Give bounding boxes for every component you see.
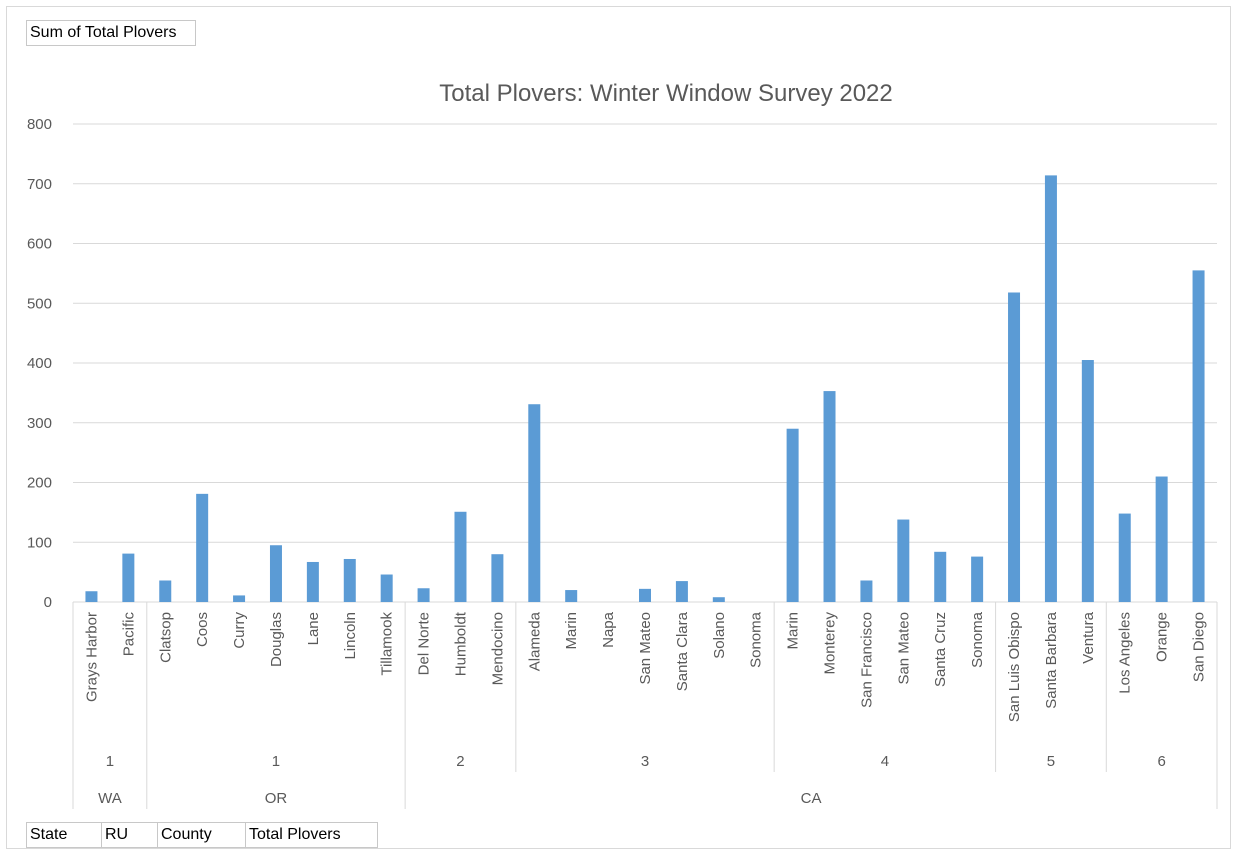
x-category-label: Sonoma xyxy=(969,611,986,668)
x-category-label: Douglas xyxy=(268,612,285,667)
x-category-label: Mendocino xyxy=(489,612,506,685)
x-category-label: Humboldt xyxy=(452,611,469,676)
x-category-label: Grays Harbor xyxy=(83,612,100,702)
bar[interactable] xyxy=(897,519,910,602)
bar[interactable] xyxy=(1155,476,1168,602)
x-category-label: Santa Cruz xyxy=(932,612,949,687)
ru-group-labels: 1 1 2 3 4 5 6 xyxy=(72,602,1218,809)
bar[interactable] xyxy=(233,595,246,602)
bar[interactable] xyxy=(1192,270,1205,602)
axis-field-county-button[interactable]: County xyxy=(157,822,246,848)
x-category-label: Santa Clara xyxy=(674,611,691,691)
x-category-label: Alameda xyxy=(526,611,543,671)
y-tick-label: 200 xyxy=(27,475,52,492)
x-category-label: Solano xyxy=(711,612,728,659)
x-category-label: San Francisco xyxy=(858,612,875,708)
ru-group-label: 2 xyxy=(456,753,464,770)
bar[interactable] xyxy=(343,558,356,602)
y-tick-label: 100 xyxy=(27,534,52,551)
gridlines xyxy=(73,123,1217,603)
x-category-label: Los Angeles xyxy=(1117,612,1134,694)
y-axis-ticks: 0 100 200 300 400 500 600 700 800 xyxy=(27,116,52,611)
y-tick-label: 800 xyxy=(27,116,52,133)
x-category-label: Sonoma xyxy=(748,611,765,668)
x-category-label: Tillamook xyxy=(379,612,396,676)
x-category-label: Monterey xyxy=(822,612,839,675)
bar[interactable] xyxy=(1081,360,1094,602)
y-tick-label: 700 xyxy=(27,176,52,193)
bar[interactable] xyxy=(712,597,725,602)
x-category-label: Santa Barbara xyxy=(1043,611,1060,708)
bar[interactable] xyxy=(860,580,873,602)
bar[interactable] xyxy=(565,590,578,602)
bar[interactable] xyxy=(786,428,799,602)
ru-group-label: 1 xyxy=(272,753,280,770)
axis-field-state-button[interactable]: State xyxy=(26,822,102,848)
chart-frame xyxy=(6,6,1231,849)
value-field-button[interactable]: Sum of Total Plovers xyxy=(26,20,196,46)
bar[interactable] xyxy=(380,574,393,602)
bar[interactable] xyxy=(528,404,541,602)
y-tick-label: 500 xyxy=(27,295,52,312)
x-axis-categories: Grays Harbor Pacific Clatsop Coos Curry Dougl… xyxy=(83,611,1207,722)
bar[interactable] xyxy=(971,556,984,602)
ru-group-label: 3 xyxy=(641,753,649,770)
bar[interactable] xyxy=(85,591,98,602)
bar[interactable] xyxy=(417,588,430,602)
x-category-label: Lane xyxy=(305,612,322,645)
bars xyxy=(85,175,1205,602)
x-category-label: Coos xyxy=(194,612,211,647)
bar[interactable] xyxy=(491,554,504,602)
x-category-label: San Luis Obispo xyxy=(1006,612,1023,722)
state-group-labels: WA OR CA xyxy=(98,790,821,807)
x-category-label: Marin xyxy=(785,612,802,650)
bar[interactable] xyxy=(454,511,467,602)
ru-group-label: 6 xyxy=(1157,753,1165,770)
x-category-label: Clatsop xyxy=(157,612,174,663)
bar[interactable] xyxy=(269,545,282,602)
x-category-label: Ventura xyxy=(1080,611,1097,663)
bar[interactable] xyxy=(675,581,688,602)
y-tick-label: 400 xyxy=(27,355,52,372)
y-tick-label: 600 xyxy=(27,236,52,253)
x-category-label: San Diego xyxy=(1191,612,1208,682)
axis-field-ru-button[interactable]: RU xyxy=(101,822,158,848)
bar[interactable] xyxy=(1044,175,1057,602)
bar[interactable] xyxy=(1118,513,1131,602)
x-category-label: Marin xyxy=(563,612,580,650)
state-group-label: OR xyxy=(265,790,288,807)
y-tick-label: 300 xyxy=(27,415,52,432)
axis-field-total-plovers-button[interactable]: Total Plovers xyxy=(245,822,378,848)
ru-group-label: 4 xyxy=(881,753,889,770)
x-category-label: Orange xyxy=(1154,612,1171,662)
x-category-label: Lincoln xyxy=(342,612,359,660)
x-category-label: Pacific xyxy=(120,612,137,657)
x-category-label: Napa xyxy=(600,611,617,648)
ru-group-label: 5 xyxy=(1047,753,1055,770)
x-category-label: Del Norte xyxy=(416,612,433,675)
state-group-label: CA xyxy=(801,790,822,807)
bar[interactable] xyxy=(823,391,836,602)
bar[interactable] xyxy=(159,580,172,602)
chart-title: Total Plovers: Winter Window Survey 2022 xyxy=(439,80,893,107)
bar[interactable] xyxy=(196,493,209,602)
y-tick-label: 0 xyxy=(44,594,52,611)
bar[interactable] xyxy=(1008,292,1021,602)
ru-group-label: 1 xyxy=(106,753,114,770)
x-category-label: Curry xyxy=(231,612,248,649)
bar[interactable] xyxy=(639,588,651,602)
x-category-label: San Mateo xyxy=(637,612,654,685)
state-group-label: WA xyxy=(98,790,122,807)
x-category-label: San Mateo xyxy=(895,612,912,685)
bar[interactable] xyxy=(934,551,947,602)
bar[interactable] xyxy=(306,561,319,602)
bar[interactable] xyxy=(122,553,135,602)
